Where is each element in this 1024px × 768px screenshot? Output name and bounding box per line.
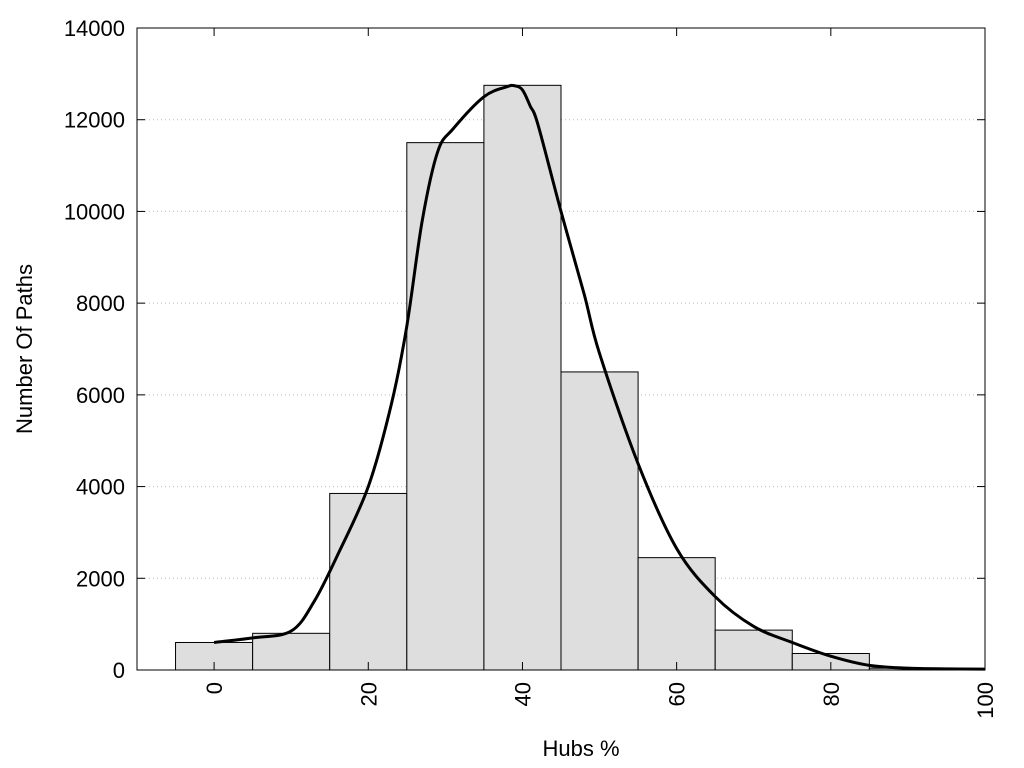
y-tick-label: 14000 (64, 16, 125, 41)
y-tick-label: 10000 (64, 199, 125, 224)
x-tick-label: 80 (819, 682, 844, 706)
histogram-bar (252, 632, 331, 671)
x-tick-label: 60 (665, 682, 690, 706)
density-curve (213, 83, 986, 671)
histogram-bar (714, 629, 793, 671)
y-tick-label: 12000 (64, 108, 125, 133)
y-tick-label: 8000 (76, 291, 125, 316)
y-axis: 0 2000 4000 6000 8000 10000 12000 14000 (64, 16, 985, 683)
plot-frame (136, 27, 986, 671)
histogram-bar (637, 557, 716, 671)
histogram-bar (329, 492, 408, 671)
y-tick-label: 0 (113, 658, 125, 683)
y-tick-label: 2000 (76, 566, 125, 591)
density-curve-line (213, 83, 986, 671)
x-axis: 0 20 40 60 80 100 (202, 28, 998, 719)
histogram-bar (560, 371, 639, 671)
histogram-bar (483, 84, 562, 671)
y-tick-label: 4000 (76, 475, 125, 500)
y-tick-label: 6000 (76, 383, 125, 408)
x-tick-label: 100 (973, 682, 998, 719)
y-axis-label: Number Of Paths (12, 264, 37, 434)
bars (175, 84, 947, 671)
x-axis-label: Hubs % (542, 736, 619, 761)
histogram-bar (406, 142, 485, 671)
x-tick-label: 0 (202, 682, 227, 694)
x-tick-label: 40 (510, 682, 535, 706)
x-tick-label: 20 (356, 682, 381, 706)
